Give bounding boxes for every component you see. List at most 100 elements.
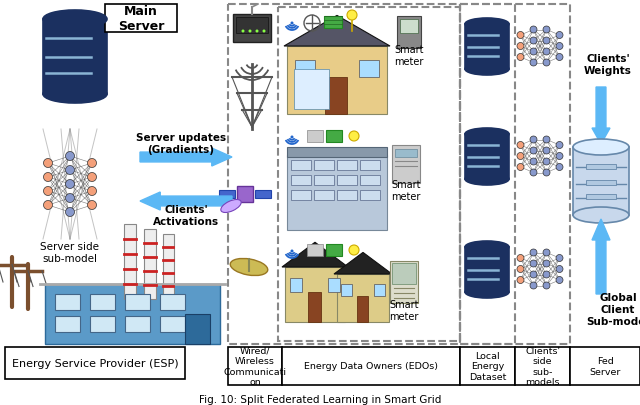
Circle shape [556, 43, 563, 50]
Polygon shape [125, 294, 150, 310]
Circle shape [65, 152, 74, 161]
Circle shape [291, 22, 294, 26]
Circle shape [543, 136, 550, 144]
Text: Main
Server: Main Server [118, 5, 164, 33]
Circle shape [44, 173, 52, 182]
Circle shape [543, 249, 550, 256]
Circle shape [556, 54, 563, 61]
Polygon shape [356, 296, 368, 322]
Polygon shape [287, 156, 387, 230]
Circle shape [291, 250, 294, 253]
Ellipse shape [465, 241, 509, 254]
Circle shape [517, 142, 524, 149]
Circle shape [255, 30, 259, 34]
Polygon shape [55, 316, 80, 332]
Text: Fig. 10: Split Federated Learning in Smart Grid: Fig. 10: Split Federated Learning in Sma… [199, 394, 441, 404]
Circle shape [543, 170, 550, 177]
Polygon shape [160, 316, 185, 332]
Polygon shape [586, 165, 616, 170]
Polygon shape [326, 131, 342, 143]
Polygon shape [465, 25, 509, 70]
Polygon shape [328, 278, 340, 292]
Polygon shape [90, 294, 115, 310]
Text: Energy Data Owners (EDOs): Energy Data Owners (EDOs) [304, 362, 438, 371]
Circle shape [556, 266, 563, 273]
Text: Server side
sub-model: Server side sub-model [40, 242, 99, 263]
Text: Fed
Server: Fed Server [589, 356, 621, 376]
Circle shape [530, 136, 537, 144]
Polygon shape [255, 190, 271, 198]
Polygon shape [185, 314, 210, 344]
Text: Smart
meter: Smart meter [394, 45, 424, 67]
Text: Clients'
Weights: Clients' Weights [584, 54, 632, 76]
Circle shape [543, 282, 550, 289]
Circle shape [543, 38, 550, 45]
Ellipse shape [230, 259, 268, 276]
Circle shape [65, 208, 74, 217]
Circle shape [543, 27, 550, 34]
Circle shape [248, 30, 252, 34]
Circle shape [88, 187, 97, 196]
Circle shape [291, 136, 294, 139]
Ellipse shape [465, 129, 509, 141]
Polygon shape [314, 190, 334, 200]
Polygon shape [290, 278, 302, 292]
Circle shape [44, 159, 52, 168]
Circle shape [543, 159, 550, 166]
Circle shape [517, 43, 524, 50]
Circle shape [530, 49, 537, 56]
Polygon shape [308, 292, 321, 322]
Polygon shape [360, 175, 380, 185]
Circle shape [44, 201, 52, 210]
Ellipse shape [43, 86, 107, 104]
Polygon shape [125, 316, 150, 332]
Circle shape [530, 249, 537, 256]
Polygon shape [395, 149, 417, 158]
Polygon shape [291, 175, 311, 185]
Polygon shape [285, 267, 345, 322]
Polygon shape [573, 148, 629, 215]
Polygon shape [337, 161, 357, 171]
Polygon shape [324, 17, 342, 29]
Polygon shape [586, 194, 616, 200]
Polygon shape [337, 190, 357, 200]
Polygon shape [314, 161, 334, 171]
Circle shape [530, 27, 537, 34]
Polygon shape [43, 20, 107, 95]
Circle shape [530, 282, 537, 289]
Polygon shape [233, 15, 271, 43]
Circle shape [530, 60, 537, 67]
Polygon shape [295, 60, 315, 77]
Polygon shape [307, 131, 323, 143]
Text: Energy Service Provider (ESP): Energy Service Provider (ESP) [12, 358, 179, 368]
Circle shape [530, 170, 537, 177]
Ellipse shape [573, 207, 629, 224]
Polygon shape [465, 247, 509, 292]
Circle shape [517, 255, 524, 262]
Polygon shape [337, 274, 389, 322]
Circle shape [517, 266, 524, 273]
Text: Clients'
side
sub-
models: Clients' side sub- models [525, 346, 560, 386]
Circle shape [347, 11, 357, 21]
Polygon shape [465, 135, 509, 179]
Circle shape [556, 32, 563, 39]
Circle shape [65, 194, 74, 203]
Circle shape [530, 148, 537, 155]
Ellipse shape [573, 140, 629, 156]
Circle shape [88, 159, 97, 168]
Circle shape [65, 180, 74, 189]
Polygon shape [228, 347, 282, 385]
Circle shape [556, 153, 563, 160]
Polygon shape [307, 244, 323, 256]
Circle shape [543, 60, 550, 67]
Polygon shape [140, 149, 232, 166]
Polygon shape [282, 347, 460, 385]
Ellipse shape [465, 19, 509, 31]
Polygon shape [341, 284, 351, 296]
Polygon shape [282, 243, 348, 267]
Circle shape [44, 187, 52, 196]
Polygon shape [570, 347, 640, 385]
Circle shape [88, 201, 97, 210]
Circle shape [543, 148, 550, 155]
Ellipse shape [465, 286, 509, 298]
